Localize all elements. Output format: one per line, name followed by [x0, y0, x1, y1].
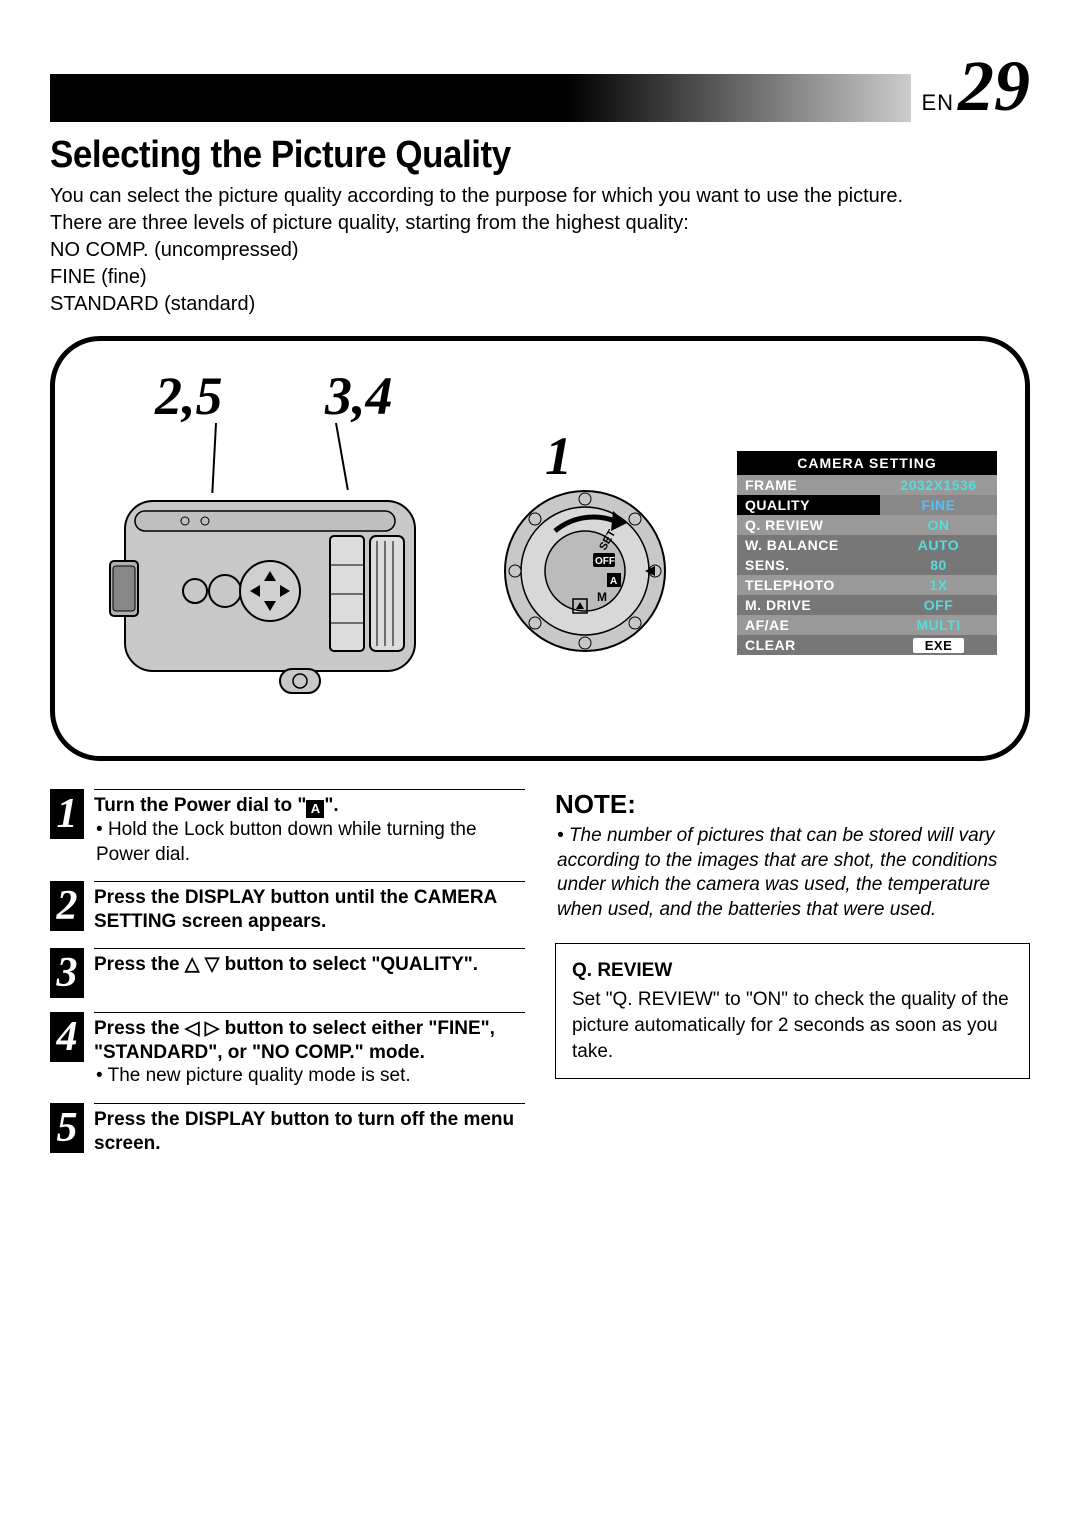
divider	[94, 1103, 525, 1104]
exe-button: EXE	[913, 638, 965, 653]
setting-value: MULTI	[880, 615, 997, 635]
step-title: Press the ◁ ▷ button to select either "F…	[94, 1017, 525, 1065]
step-title: Press the DISPLAY button to turn off the…	[94, 1108, 525, 1156]
intro-line: You can select the picture quality accor…	[50, 183, 1030, 210]
camera-illustration	[105, 481, 435, 711]
svg-text:OFF: OFF	[595, 556, 615, 567]
page-language: EN	[921, 90, 954, 122]
step-number: 4	[50, 1012, 84, 1062]
step-body: Turn the Power dial to "A".Hold the Lock…	[94, 789, 525, 867]
intro-line: FINE (fine)	[50, 264, 1030, 291]
step-title: Press the DISPLAY button until the CAMER…	[94, 886, 525, 934]
steps-column: 1Turn the Power dial to "A".Hold the Loc…	[50, 789, 525, 1170]
table-row: QUALITYFINE	[737, 495, 997, 515]
intro-line: There are three levels of picture qualit…	[50, 210, 1030, 237]
table-row: SENS.80	[737, 555, 997, 575]
instruction-step: 1Turn the Power dial to "A".Hold the Loc…	[50, 789, 525, 867]
page-title: Selecting the Picture Quality	[50, 134, 952, 177]
step-number: 5	[50, 1103, 84, 1153]
camera-setting-title: CAMERA SETTING	[737, 451, 997, 475]
setting-key: QUALITY	[737, 495, 880, 515]
note-body: The number of pictures that can be store…	[555, 824, 1030, 923]
setting-key: Q. REVIEW	[737, 515, 880, 535]
content-columns: 1Turn the Power dial to "A".Hold the Loc…	[50, 789, 1030, 1170]
divider	[94, 1012, 525, 1013]
step-body: Press the ◁ ▷ button to select either "F…	[94, 1012, 525, 1089]
instruction-step: 5Press the DISPLAY button to turn off th…	[50, 1103, 525, 1156]
table-row: FRAME2032X1536	[737, 475, 997, 495]
setting-value: AUTO	[880, 535, 997, 555]
mode-a-icon: A	[306, 800, 324, 818]
callout-label: 1	[545, 425, 572, 487]
setting-value: EXE	[880, 635, 997, 655]
table-row: Q. REVIEWON	[737, 515, 997, 535]
power-dial-illustration: SET OFF A M	[495, 481, 675, 661]
setting-value: ON	[880, 515, 997, 535]
callout-label: 3,4	[325, 365, 393, 427]
step-body: Press the △ ▽ button to select "QUALITY"…	[94, 948, 525, 998]
divider	[94, 789, 525, 790]
notes-column: NOTE: The number of pictures that can be…	[555, 789, 1030, 1170]
setting-value: 2032X1536	[880, 475, 997, 495]
table-row: TELEPHOTO1X	[737, 575, 997, 595]
step-number: 2	[50, 881, 84, 931]
manual-page: EN 29 Selecting the Picture Quality You …	[0, 0, 1080, 1170]
callout-label: 2,5	[155, 365, 223, 427]
table-row: M. DRIVEOFF	[737, 595, 997, 615]
intro-line: NO COMP. (uncompressed)	[50, 237, 1030, 264]
step-title: Press the △ ▽ button to select "QUALITY"…	[94, 953, 525, 977]
intro-text: You can select the picture quality accor…	[50, 183, 1030, 318]
note-heading: NOTE:	[555, 789, 1030, 820]
page-header: EN 29	[50, 50, 1030, 122]
table-row: W. BALANCEAUTO	[737, 535, 997, 555]
review-body: Set "Q. REVIEW" to "ON" to check the qua…	[572, 987, 1013, 1064]
setting-key: W. BALANCE	[737, 535, 880, 555]
step-body: Press the DISPLAY button until the CAMER…	[94, 881, 525, 934]
setting-key: FRAME	[737, 475, 880, 495]
table-row: CLEAR EXE	[737, 635, 997, 655]
step-number: 1	[50, 789, 84, 839]
page-number: 29	[958, 50, 1030, 122]
step-title: Turn the Power dial to "A".	[94, 794, 525, 818]
step-body: Press the DISPLAY button to turn off the…	[94, 1103, 525, 1156]
divider	[94, 881, 525, 882]
table-row: AF/AEMULTI	[737, 615, 997, 635]
setting-value: FINE	[880, 495, 997, 515]
diagram-panel: 2,5 3,4 1	[50, 336, 1030, 761]
camera-setting-table: CAMERA SETTING FRAME2032X1536QUALITYFINE…	[737, 451, 997, 655]
svg-text:M: M	[597, 590, 607, 604]
setting-key: AF/AE	[737, 615, 880, 635]
setting-value: 1X	[880, 575, 997, 595]
setting-key: CLEAR	[737, 635, 880, 655]
instruction-step: 3 Press the △ ▽ button to select "QUALITY…	[50, 948, 525, 998]
svg-text:A: A	[610, 576, 617, 587]
divider	[94, 948, 525, 949]
step-subtext: Hold the Lock button down while turning …	[94, 818, 525, 867]
review-box: Q. REVIEW Set "Q. REVIEW" to "ON" to che…	[555, 943, 1030, 1080]
instruction-step: 4Press the ◁ ▷ button to select either "…	[50, 1012, 525, 1089]
setting-key: M. DRIVE	[737, 595, 880, 615]
setting-value: 80	[880, 555, 997, 575]
instruction-step: 2Press the DISPLAY button until the CAME…	[50, 881, 525, 934]
setting-key: TELEPHOTO	[737, 575, 880, 595]
step-number: 3	[50, 948, 84, 998]
intro-line: STANDARD (standard)	[50, 291, 1030, 318]
review-title: Q. REVIEW	[572, 958, 1013, 984]
step-subtext: The new picture quality mode is set.	[94, 1064, 525, 1089]
setting-value: OFF	[880, 595, 997, 615]
header-gradient	[50, 74, 911, 122]
setting-key: SENS.	[737, 555, 880, 575]
